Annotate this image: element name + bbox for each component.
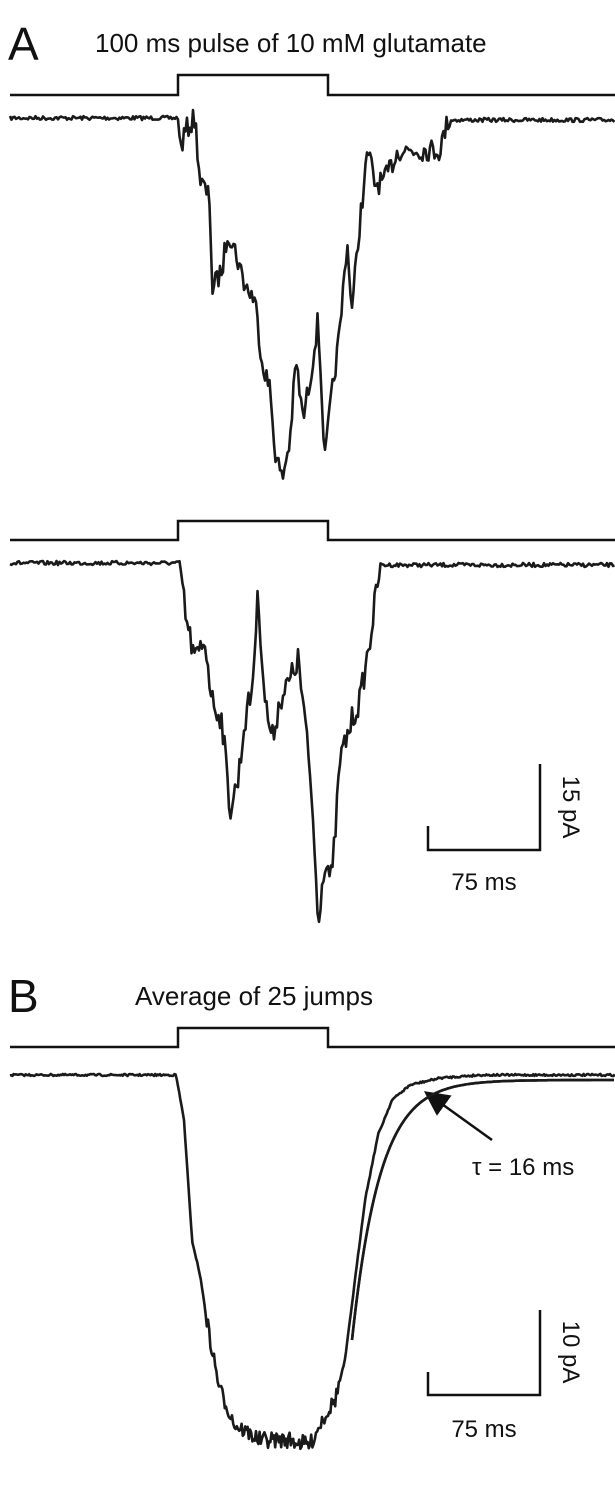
fit-curve-edge	[350, 1078, 614, 1341]
pulse-trace	[10, 1026, 615, 1049]
scale-bar	[426, 1310, 542, 1397]
average-trace	[9, 1072, 615, 1451]
scale-bar-current: 10 pA	[557, 1321, 584, 1384]
pulse-trace	[10, 519, 615, 542]
current-trace	[8, 108, 615, 480]
scale-bar-time: 75 ms	[451, 1416, 516, 1443]
arrow	[423, 1091, 493, 1142]
scale-bar-current: 15 pA	[557, 776, 584, 839]
scale-bar	[426, 764, 542, 852]
panel-title: 100 ms pulse of 10 mM glutamate	[95, 28, 487, 58]
current-trace	[9, 559, 615, 924]
panel-label: A	[8, 18, 39, 70]
panel-label: B	[8, 970, 39, 1022]
pulse-trace	[10, 73, 615, 97]
annotation: τ = 16 ms	[472, 1154, 574, 1181]
panel-title: Average of 25 jumps	[135, 981, 373, 1011]
fit-curve	[350, 1078, 614, 1341]
scale-bar-time: 75 ms	[451, 869, 516, 896]
